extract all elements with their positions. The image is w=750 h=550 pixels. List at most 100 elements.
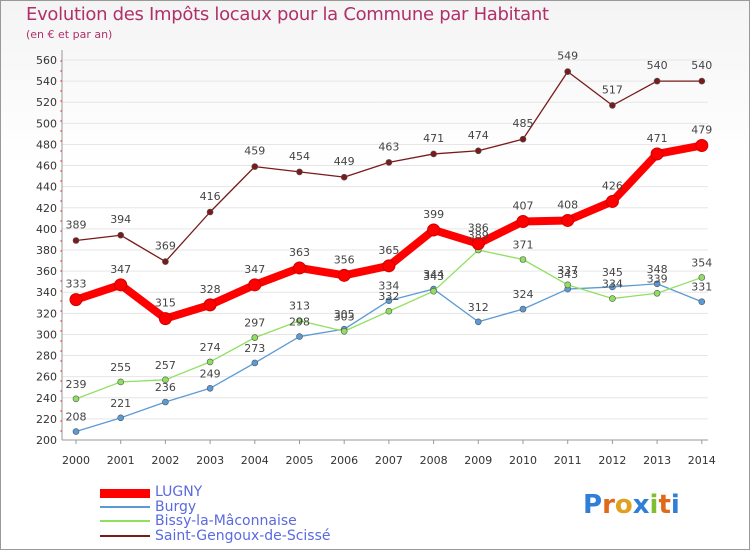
data-point: [386, 159, 392, 165]
y-tick-label: 540: [36, 75, 57, 88]
data-label: 339: [647, 272, 668, 285]
data-point: [654, 78, 660, 84]
proxiti-logo: Proxiti: [583, 490, 680, 520]
data-label: 369: [155, 240, 176, 253]
y-tick-label: 440: [36, 181, 57, 194]
data-label: 315: [155, 297, 176, 310]
data-point: [73, 429, 79, 435]
data-point: [297, 334, 303, 340]
data-point: [520, 257, 526, 263]
data-label: 221: [110, 397, 131, 410]
x-tick-label: 2009: [464, 454, 492, 467]
data-label: 255: [110, 361, 131, 374]
data-label: 298: [289, 316, 310, 329]
data-point: [428, 224, 440, 236]
data-label: 334: [602, 278, 623, 291]
data-label: 365: [378, 244, 399, 257]
y-tick-label: 320: [36, 307, 57, 320]
data-label: 208: [66, 411, 87, 424]
data-label: 343: [423, 270, 444, 283]
data-label: 239: [66, 378, 87, 391]
logo-letter: t: [658, 490, 670, 520]
y-tick-label: 460: [36, 160, 57, 173]
x-tick-label: 2002: [151, 454, 179, 467]
data-point: [207, 359, 213, 365]
data-label: 303: [334, 310, 355, 323]
data-point: [252, 360, 258, 366]
data-point: [338, 269, 350, 281]
legend-label-burgy: Burgy: [155, 500, 196, 514]
data-point: [606, 195, 618, 207]
data-label: 312: [468, 301, 489, 314]
data-point: [654, 290, 660, 296]
data-label: 454: [289, 150, 310, 163]
data-point: [252, 335, 258, 341]
y-tick-label: 340: [36, 286, 57, 299]
data-label: 333: [66, 278, 87, 291]
data-point: [207, 209, 213, 215]
data-point: [73, 238, 79, 244]
y-tick-label: 520: [36, 96, 57, 109]
y-tick-label: 400: [36, 223, 57, 236]
series-line-saint-gengoux-de-sciss-: [76, 72, 702, 262]
data-point: [118, 415, 124, 421]
data-label: 474: [468, 129, 489, 142]
data-point: [565, 69, 571, 75]
data-point: [475, 148, 481, 154]
legend-swatch-burgy: [100, 500, 150, 514]
y-tick-label: 300: [36, 328, 57, 341]
data-point: [115, 279, 127, 291]
data-label: 389: [66, 219, 87, 232]
data-point: [651, 148, 663, 160]
data-label: 471: [647, 132, 668, 145]
data-label: 354: [691, 256, 712, 269]
data-label: 463: [378, 140, 399, 153]
y-tick-label: 280: [36, 350, 57, 363]
data-label: 485: [513, 117, 534, 130]
data-point: [565, 282, 571, 288]
data-point: [341, 328, 347, 334]
data-point: [297, 169, 303, 175]
x-tick-label: 2013: [643, 454, 671, 467]
data-point: [383, 260, 395, 272]
data-point: [475, 319, 481, 325]
logo-letter: P: [583, 490, 602, 520]
data-label: 517: [602, 83, 623, 96]
logo-text: Proxiti: [583, 490, 680, 520]
logo-letter: i: [671, 490, 680, 520]
data-label: 479: [691, 124, 712, 137]
legend-swatch-saint-gengoux: [100, 529, 150, 543]
data-label: 449: [334, 155, 355, 168]
x-tick-label: 2014: [688, 454, 716, 467]
data-point: [73, 396, 79, 402]
data-label: 540: [691, 59, 712, 72]
y-tick-label: 220: [36, 413, 57, 426]
data-point: [249, 279, 261, 291]
data-point: [431, 288, 437, 294]
data-point: [517, 216, 529, 228]
data-point: [609, 102, 615, 108]
data-label: 540: [647, 59, 668, 72]
y-tick-label: 360: [36, 265, 57, 278]
data-label: 331: [691, 281, 712, 294]
data-label: 459: [244, 145, 265, 158]
data-label: 337: [557, 264, 578, 277]
data-point: [341, 174, 347, 180]
data-point: [609, 296, 615, 302]
data-label: 347: [244, 263, 265, 276]
data-point: [699, 274, 705, 280]
data-point: [162, 259, 168, 265]
data-label: 328: [200, 283, 221, 296]
line-chart: 2002202402602803003203403603804004204404…: [0, 0, 750, 550]
x-tick-label: 2012: [598, 454, 626, 467]
data-label: 371: [513, 239, 534, 252]
x-tick-label: 2005: [286, 454, 314, 467]
x-tick-label: 2011: [554, 454, 582, 467]
data-label: 394: [110, 213, 131, 226]
x-tick-label: 2001: [107, 454, 135, 467]
data-label: 363: [289, 246, 310, 259]
x-tick-label: 2003: [196, 454, 224, 467]
data-label: 471: [423, 132, 444, 145]
data-point: [431, 151, 437, 157]
legend-swatch-bissy: [100, 514, 150, 528]
